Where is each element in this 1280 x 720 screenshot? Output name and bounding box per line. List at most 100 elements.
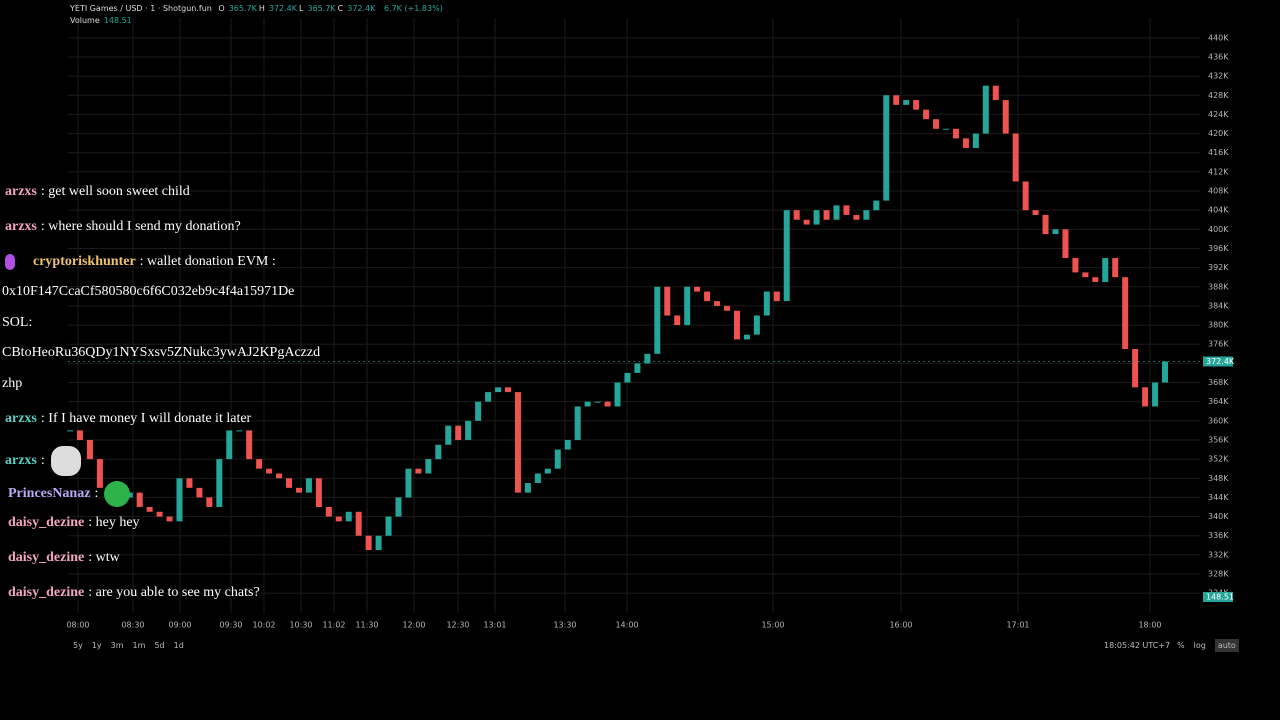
- candle: [604, 401, 611, 407]
- candle: [813, 210, 820, 225]
- candle: [634, 363, 641, 373]
- range-button[interactable]: 5y: [73, 641, 83, 650]
- chat-line: arzxs: get well soon sweet child: [5, 184, 190, 200]
- symbol: YETI Games / USD · 1 · Shotgun.fun: [70, 4, 212, 13]
- chat-text: : are you able to see my chats?: [88, 585, 260, 600]
- volume-tag: 148.51: [1206, 593, 1234, 602]
- candle: [514, 392, 521, 493]
- candle: [305, 478, 312, 493]
- y-tick-label: 424K: [1208, 110, 1229, 119]
- chat-text: : hey hey: [88, 515, 140, 530]
- candle: [1092, 277, 1099, 282]
- y-tick-label: 344K: [1208, 493, 1229, 502]
- y-tick-label: 400K: [1208, 225, 1229, 234]
- option-button[interactable]: %: [1177, 641, 1185, 650]
- candle: [385, 516, 392, 536]
- candle: [913, 100, 920, 110]
- y-tick-label: 416K: [1208, 148, 1229, 157]
- candle: [1162, 361, 1168, 383]
- chat-text: :: [40, 453, 45, 469]
- ohlc-value: 372.4K: [347, 4, 376, 13]
- chat-text: : get well soon sweet child: [40, 184, 190, 199]
- candle: [325, 507, 332, 517]
- x-tick-label: 18:00: [1138, 621, 1161, 630]
- candle: [674, 315, 681, 326]
- y-tick-label: 408K: [1208, 187, 1229, 196]
- x-tick-label: 16:00: [889, 621, 912, 630]
- chat-line: arzxs:: [5, 446, 81, 476]
- candle: [833, 205, 840, 220]
- volume-label: Volume: [70, 16, 100, 25]
- candle: [166, 516, 173, 522]
- candle: [684, 286, 691, 326]
- volume-tag-bg: [1203, 592, 1233, 602]
- candle: [763, 291, 770, 316]
- candle: [206, 497, 213, 507]
- y-tick-label: 396K: [1208, 244, 1229, 253]
- candle: [704, 291, 711, 302]
- candle: [67, 430, 73, 432]
- chat-line: PrincesNanaz:: [8, 481, 131, 507]
- candle: [873, 200, 880, 211]
- candle: [335, 516, 342, 522]
- candle: [495, 387, 502, 393]
- candle: [425, 459, 432, 474]
- option-button[interactable]: log: [1193, 641, 1206, 650]
- x-tick-label: 13:30: [553, 621, 576, 630]
- ohlc-key: C: [337, 4, 344, 13]
- y-tick-label: 348K: [1208, 474, 1229, 483]
- chat-line: cryptoriskhunter: wallet donation EVM :: [5, 254, 276, 270]
- candle: [1042, 214, 1049, 235]
- candle: [136, 492, 143, 507]
- x-tick-label: 09:30: [219, 621, 242, 630]
- candle: [823, 210, 830, 220]
- candle: [485, 392, 492, 402]
- y-tick-label: 360K: [1208, 416, 1229, 425]
- chat-user: cryptoriskhunter: [33, 254, 136, 270]
- y-tick-label: 332K: [1208, 550, 1229, 559]
- candle: [644, 353, 651, 364]
- chat-text: : where should I send my donation?: [40, 219, 241, 234]
- candle: [1002, 100, 1009, 134]
- candle: [1152, 382, 1159, 407]
- candle: [654, 286, 661, 354]
- range-buttons: 5y 1y 3m 1m 5d 1d: [73, 641, 193, 650]
- range-button[interactable]: 1m: [132, 641, 146, 650]
- chat-line: arzxs: where should I send my donation?: [5, 219, 241, 235]
- ohlc-key: O: [218, 4, 225, 13]
- range-button[interactable]: 3m: [110, 641, 124, 650]
- y-tick-label: 328K: [1208, 570, 1229, 579]
- option-button[interactable]: auto: [1214, 639, 1239, 652]
- candle: [724, 305, 730, 311]
- chat-line: 0x10F147CcaCf580580c6f6C032eb9c4f4a15971…: [2, 284, 294, 300]
- y-tick-label: 420K: [1208, 129, 1229, 138]
- emote: [50, 446, 81, 476]
- chat-line: arzxs: If I have money I will donate it …: [5, 411, 251, 427]
- range-button[interactable]: 1d: [173, 641, 184, 650]
- range-button[interactable]: 5d: [154, 641, 165, 650]
- candle: [803, 219, 810, 225]
- candle: [753, 315, 760, 335]
- candle: [355, 511, 362, 536]
- candle: [395, 497, 402, 517]
- chat-text: :: [94, 486, 99, 502]
- candle: [1122, 277, 1129, 350]
- ohlc-key: L: [299, 4, 304, 13]
- candle: [893, 95, 900, 105]
- candle: [863, 210, 870, 220]
- ohlc-value: 365.7K: [307, 4, 336, 13]
- chat-user: PrincesNanaz: [8, 486, 91, 502]
- candle: [584, 401, 591, 407]
- range-button[interactable]: 1y: [91, 641, 102, 650]
- candle: [465, 420, 472, 440]
- candle: [943, 128, 949, 130]
- y-tick-label: 384K: [1208, 301, 1229, 310]
- x-tick-label: 10:02: [252, 621, 275, 630]
- x-tick-label: 10:30: [289, 621, 312, 630]
- candle: [256, 459, 263, 469]
- candle: [375, 535, 382, 551]
- chat-text: SOL:: [2, 315, 33, 330]
- y-tick-label: 356K: [1208, 435, 1229, 444]
- x-tick-label: 11:02: [322, 621, 345, 630]
